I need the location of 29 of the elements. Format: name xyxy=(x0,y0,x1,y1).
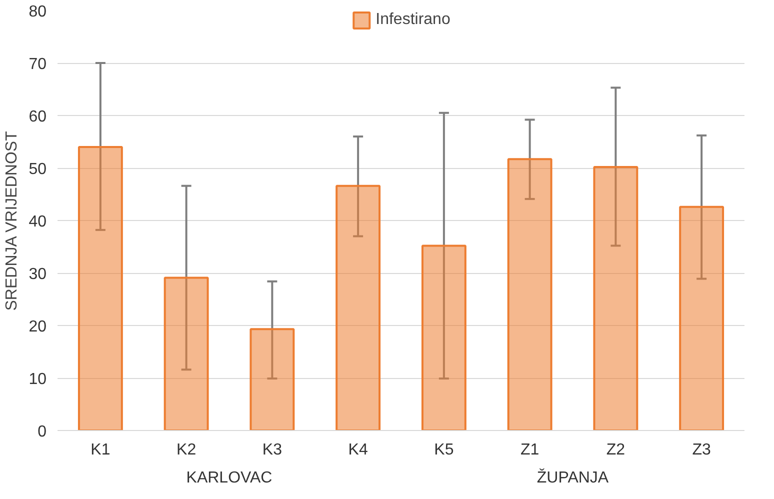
y-tick-label: 30 xyxy=(28,266,47,283)
y-tick-label: 0 xyxy=(38,424,47,440)
bar xyxy=(336,184,381,430)
x-tick-label: K3 xyxy=(262,442,282,458)
bar xyxy=(164,276,209,430)
x-tick-label: Z2 xyxy=(606,442,626,458)
x-tick-label: K5 xyxy=(434,442,454,458)
x-tick-label: K4 xyxy=(348,442,368,458)
y-tick-label: 60 xyxy=(28,108,47,126)
text: KARLOVAC xyxy=(186,470,272,486)
bar xyxy=(78,146,123,430)
y-tick-label: 20 xyxy=(28,318,47,336)
bar xyxy=(507,158,552,430)
text: ŽUPANJA xyxy=(536,468,609,486)
legend-label: Infestirano xyxy=(376,11,450,29)
y-axis-title: SREDNJA VRIJEDNOST xyxy=(4,130,21,311)
y-tick-label: 10 xyxy=(28,371,47,388)
x-tick-label: K1 xyxy=(90,442,110,458)
bar xyxy=(250,328,295,430)
y-tick-label: 40 xyxy=(28,214,47,230)
bar xyxy=(679,206,724,430)
bar xyxy=(421,244,466,430)
bar xyxy=(593,166,638,430)
x-tick-label: Z1 xyxy=(520,442,540,458)
y-tick-label: 70 xyxy=(28,56,47,73)
y-tick-label: 80 xyxy=(28,4,47,20)
y-tick-label: 50 xyxy=(28,161,47,178)
x-tick-label: K2 xyxy=(176,442,196,458)
x-tick-label: Z3 xyxy=(692,442,711,458)
